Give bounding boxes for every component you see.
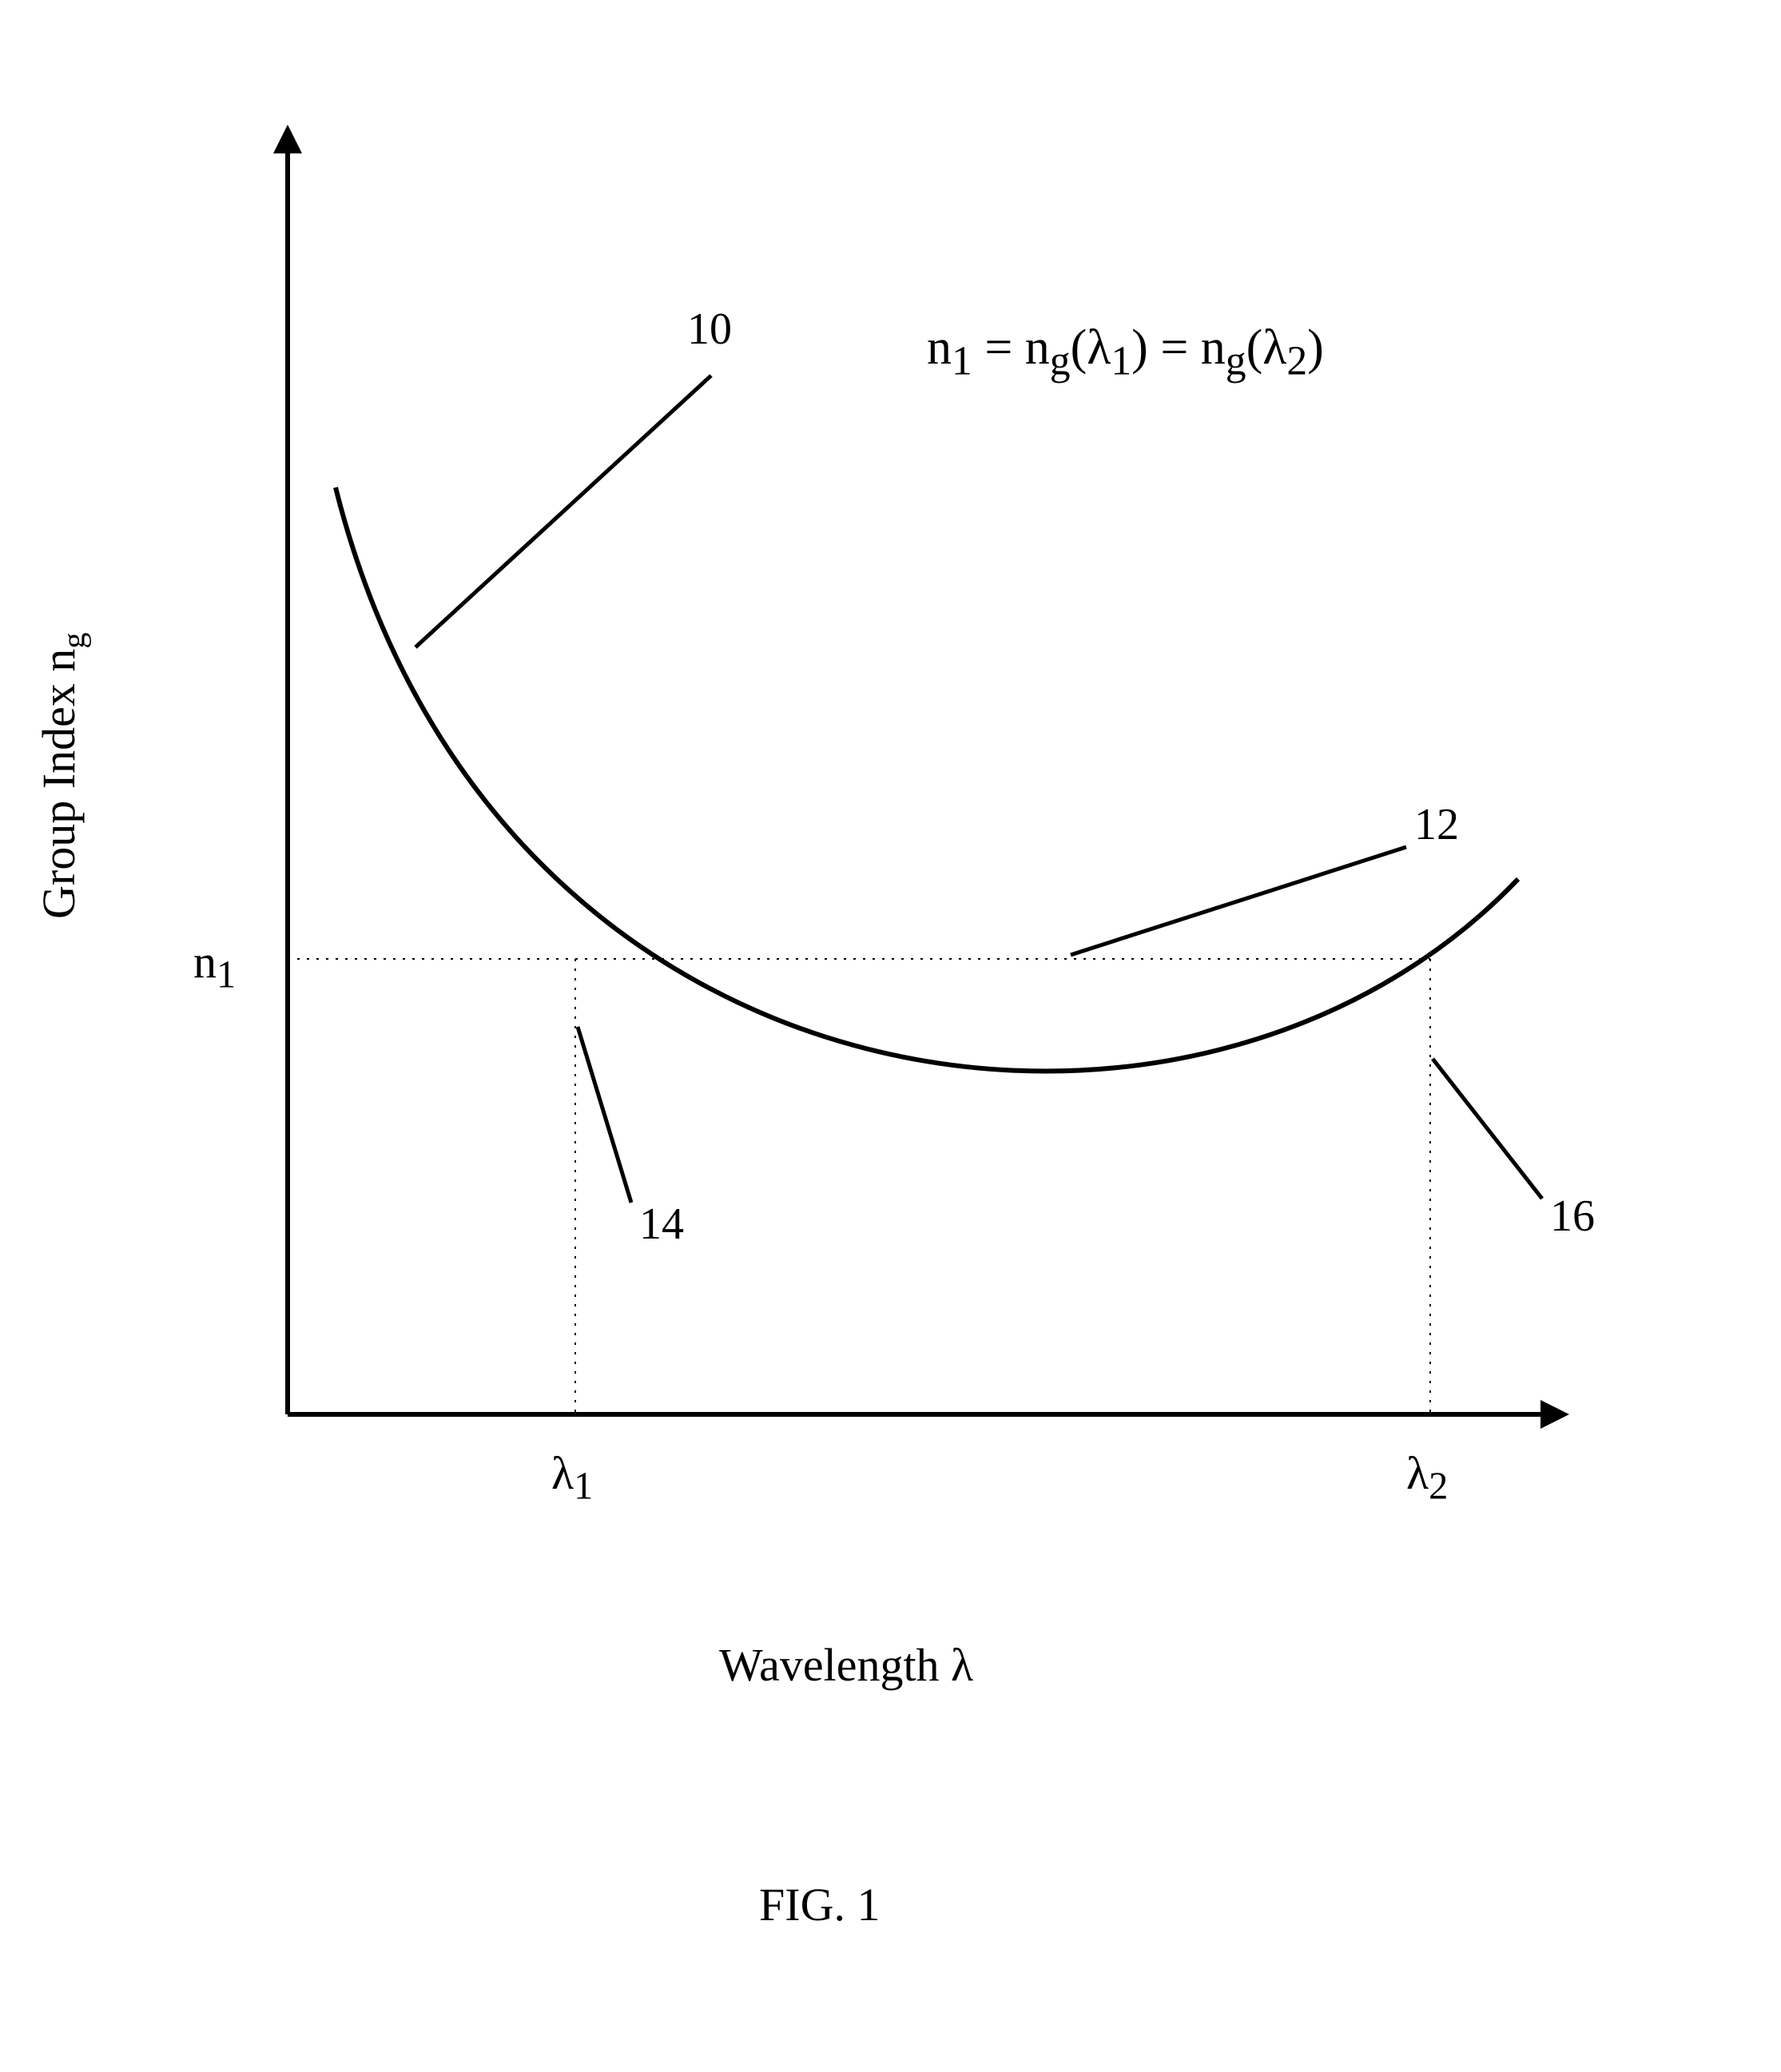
callout-leaders bbox=[415, 376, 1542, 1203]
lambda1-tick-label: λ1 bbox=[551, 1446, 593, 1509]
figure-caption: FIG. 1 bbox=[759, 1878, 880, 1931]
callout-14-label: 14 bbox=[639, 1199, 684, 1250]
callout-16-label: 16 bbox=[1550, 1191, 1595, 1242]
y-axis-label: Group Index ng bbox=[32, 632, 93, 919]
axes bbox=[288, 144, 1550, 1414]
dispersion-curve bbox=[336, 487, 1518, 1071]
reference-lines bbox=[288, 959, 1430, 1414]
n1-tick-label: n1 bbox=[193, 935, 236, 997]
equation-label: n1 = ng(λ1) = ng(λ2) bbox=[927, 320, 1324, 384]
group-index-chart bbox=[0, 0, 1781, 2072]
x-axis-label: Wavelength λ bbox=[719, 1638, 973, 1692]
lambda2-tick-label: λ2 bbox=[1406, 1446, 1448, 1509]
callout-10-label: 10 bbox=[687, 304, 732, 355]
callout-12-label: 12 bbox=[1414, 799, 1459, 850]
